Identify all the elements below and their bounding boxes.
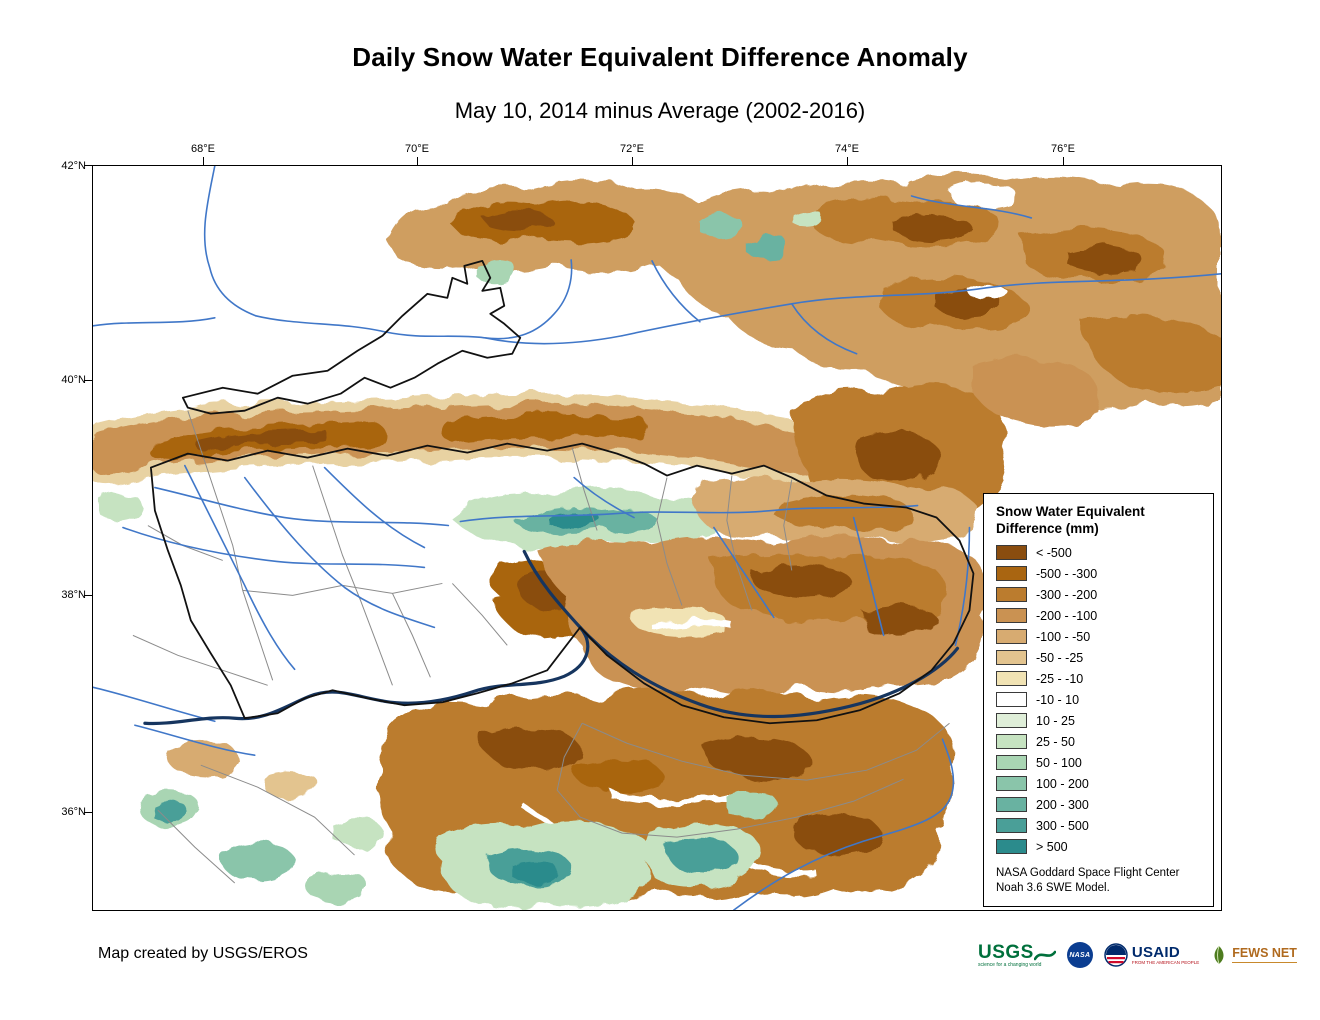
legend-row: -500 - -300 bbox=[996, 566, 1203, 582]
legend-row: 100 - 200 bbox=[996, 776, 1203, 792]
legend-row: 200 - 300 bbox=[996, 797, 1203, 813]
fewsnet-leaf-icon bbox=[1214, 945, 1224, 965]
legend-row: -50 - -25 bbox=[996, 650, 1203, 666]
lon-tick bbox=[417, 157, 418, 166]
fewsnet-rule bbox=[1232, 961, 1297, 963]
legend-swatch bbox=[996, 692, 1027, 708]
legend-label: 10 - 25 bbox=[1036, 713, 1075, 728]
lon-label-72e: 72°E bbox=[620, 143, 644, 155]
lat-label-40n: 40°N bbox=[61, 374, 86, 386]
lon-tick bbox=[1063, 157, 1064, 166]
legend-label: -300 - -200 bbox=[1036, 587, 1098, 602]
lat-tick bbox=[84, 165, 93, 166]
usgs-logo-text: USGS bbox=[978, 941, 1034, 963]
lon-label-68e: 68°E bbox=[191, 143, 215, 155]
legend-swatch bbox=[996, 839, 1027, 855]
legend-row: 50 - 100 bbox=[996, 755, 1203, 771]
legend-swatch bbox=[996, 545, 1027, 561]
legend-swatch bbox=[996, 776, 1027, 792]
fewsnet-logo: FEWS NET bbox=[1210, 945, 1297, 965]
legend-label: -25 - -10 bbox=[1036, 671, 1084, 686]
legend-swatch bbox=[996, 566, 1027, 582]
lat-label-42n: 42°N bbox=[61, 160, 86, 172]
usaid-logo-text: USAID bbox=[1131, 943, 1181, 961]
legend-row: -100 - -50 bbox=[996, 629, 1203, 645]
legend-swatch bbox=[996, 671, 1027, 687]
legend-swatch bbox=[996, 734, 1027, 750]
map-legend: Snow Water Equivalent Difference (mm) < … bbox=[983, 493, 1214, 907]
legend-swatch bbox=[996, 608, 1027, 624]
map-canvas: Snow Water Equivalent Difference (mm) < … bbox=[92, 165, 1222, 911]
logo-strip: USGS science for a changing world NASA U… bbox=[978, 938, 1297, 972]
lon-label-76e: 76°E bbox=[1051, 143, 1075, 155]
lon-tick bbox=[847, 157, 848, 166]
legend-label: 100 - 200 bbox=[1036, 776, 1089, 791]
legend-swatch bbox=[996, 713, 1027, 729]
lat-label-36n: 36°N bbox=[61, 806, 86, 818]
legend-label: 300 - 500 bbox=[1036, 818, 1089, 833]
legend-label: < -500 bbox=[1036, 545, 1072, 560]
legend-label: -50 - -25 bbox=[1036, 650, 1084, 665]
legend-label: -100 - -50 bbox=[1036, 629, 1091, 644]
legend-swatch bbox=[996, 650, 1027, 666]
legend-swatch bbox=[996, 818, 1027, 834]
legend-row: -10 - 10 bbox=[996, 692, 1203, 708]
page-title: Daily Snow Water Equivalent Difference A… bbox=[352, 42, 968, 72]
legend-row: -200 - -100 bbox=[996, 608, 1203, 624]
legend-label: 50 - 100 bbox=[1036, 755, 1082, 770]
legend-title: Snow Water Equivalent Difference (mm) bbox=[996, 504, 1145, 536]
legend-row: -25 - -10 bbox=[996, 671, 1203, 687]
lon-tick bbox=[203, 157, 204, 166]
page-subtitle: May 10, 2014 minus Average (2002-2016) bbox=[454, 98, 866, 123]
nasa-logo: NASA bbox=[1066, 942, 1093, 968]
usgs-tagline: science for a changing world bbox=[978, 961, 1042, 968]
lat-tick bbox=[84, 380, 93, 381]
legend-swatch bbox=[996, 587, 1027, 603]
map-credit: Map created by USGS/EROS bbox=[98, 945, 308, 962]
legend-row: 10 - 25 bbox=[996, 713, 1203, 729]
legend-row: -300 - -200 bbox=[996, 587, 1203, 603]
legend-label: -500 - -300 bbox=[1036, 566, 1098, 581]
lon-tick bbox=[632, 157, 633, 166]
rivers-layer bbox=[93, 166, 1221, 910]
country-borders-layer bbox=[149, 259, 975, 725]
legend-source: NASA Goddard Space Flight Center Noah 3.… bbox=[996, 866, 1180, 895]
legend-label: -200 - -100 bbox=[1036, 608, 1098, 623]
lat-label-38n: 38°N bbox=[61, 589, 86, 601]
legend-row: 25 - 50 bbox=[996, 734, 1203, 750]
nasa-logo-text: NASA bbox=[1069, 951, 1091, 959]
lon-label-74e: 74°E bbox=[835, 143, 859, 155]
usaid-seal-icon bbox=[1104, 943, 1128, 967]
lat-tick bbox=[84, 595, 93, 596]
lon-label-70e: 70°E bbox=[405, 143, 429, 155]
usgs-wave-icon bbox=[1033, 950, 1056, 960]
usaid-tagline: FROM THE AMERICAN PEOPLE bbox=[1131, 959, 1200, 965]
legend-swatch bbox=[996, 629, 1027, 645]
legend-label: > 500 bbox=[1036, 839, 1068, 854]
legend-row: 300 - 500 bbox=[996, 818, 1203, 834]
legend-label: -10 - 10 bbox=[1036, 692, 1080, 707]
legend-swatch bbox=[996, 797, 1027, 813]
usgs-logo: USGS science for a changing world bbox=[978, 943, 1056, 968]
legend-label: 200 - 300 bbox=[1036, 797, 1089, 812]
lat-tick bbox=[84, 812, 93, 813]
legend-row: > 500 bbox=[996, 839, 1203, 855]
legend-rows: < -500 -500 - -300 -300 - -200 -200 - -1… bbox=[996, 545, 1203, 855]
usaid-logo: USAID FROM THE AMERICAN PEOPLE bbox=[1104, 943, 1199, 967]
legend-label: 25 - 50 bbox=[1036, 734, 1075, 749]
legend-swatch bbox=[996, 755, 1027, 771]
fewsnet-logo-text: FEWS NET bbox=[1232, 946, 1297, 961]
legend-row: < -500 bbox=[996, 545, 1203, 561]
